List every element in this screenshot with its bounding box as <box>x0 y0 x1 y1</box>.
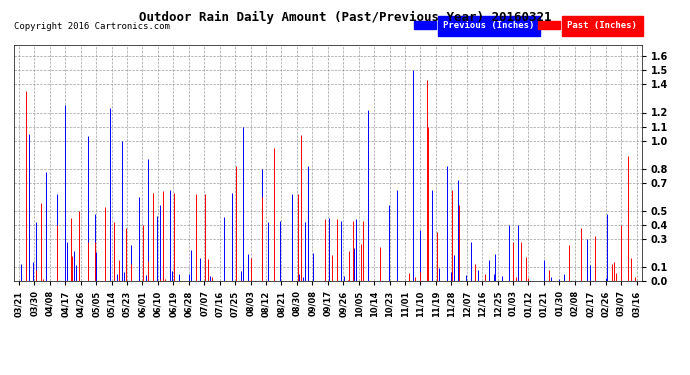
Text: Outdoor Rain Daily Amount (Past/Previous Year) 20160321: Outdoor Rain Daily Amount (Past/Previous… <box>139 11 551 24</box>
Text: Copyright 2016 Cartronics.com: Copyright 2016 Cartronics.com <box>14 22 170 31</box>
Legend: Previous (Inches), Past (Inches): Previous (Inches), Past (Inches) <box>413 21 637 30</box>
